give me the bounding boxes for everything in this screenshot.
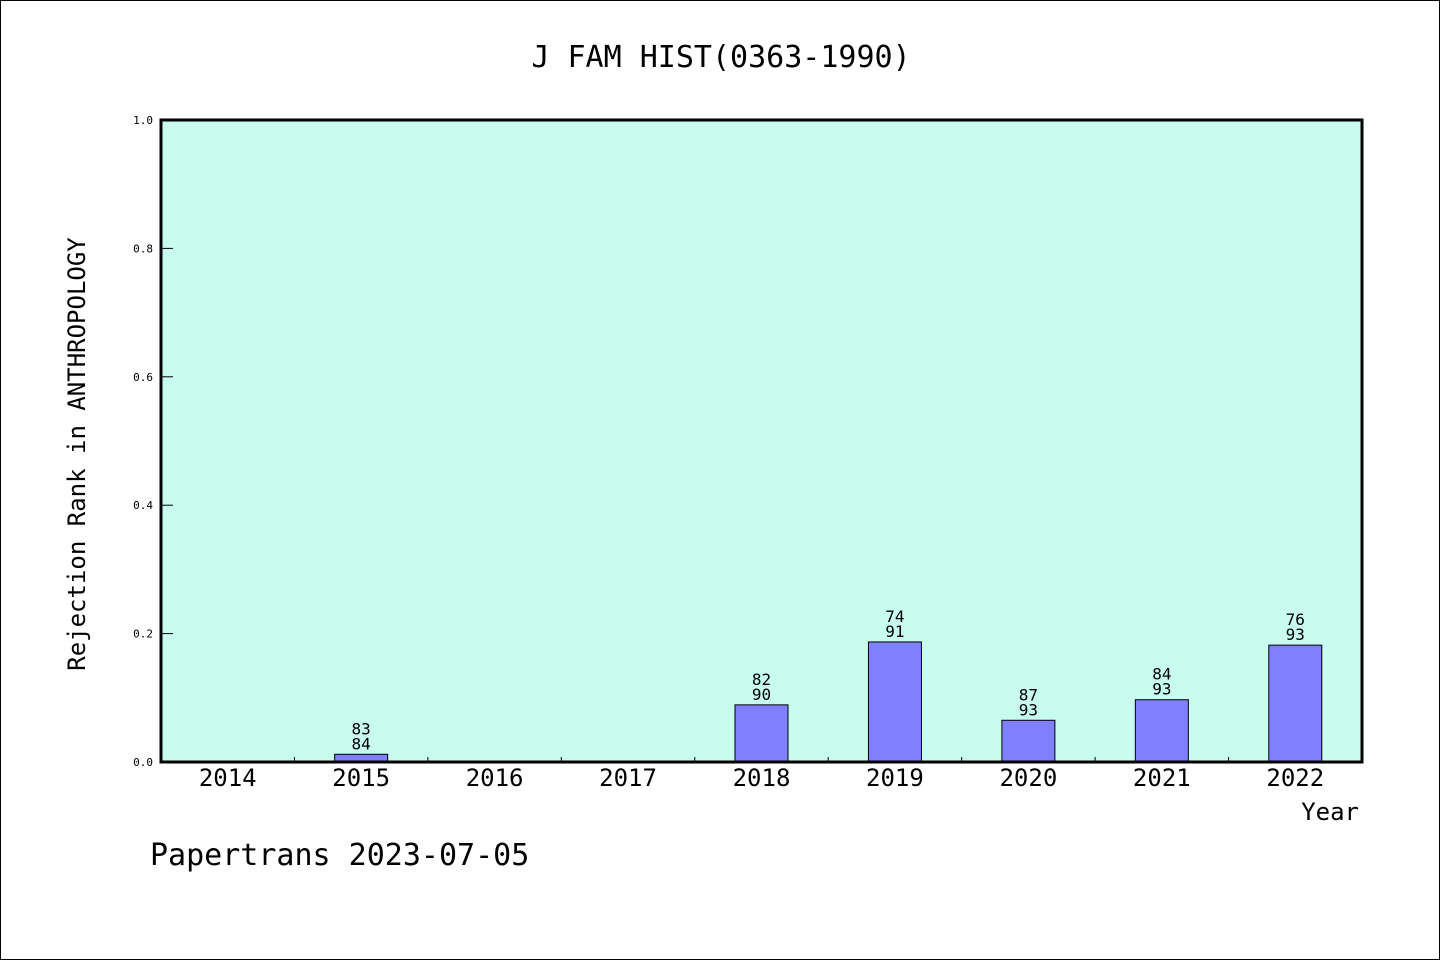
bar-label-bottom: 91 xyxy=(885,622,904,641)
bar-2021 xyxy=(1134,699,1189,763)
plot-border xyxy=(159,118,1364,764)
y-tick-label: 0.0 xyxy=(133,756,153,769)
x-tick-label: 2019 xyxy=(866,764,924,792)
bar-label-bottom: 84 xyxy=(352,734,371,753)
x-tick-label: 2020 xyxy=(999,764,1057,792)
bar-label-bottom: 93 xyxy=(1019,700,1038,719)
y-tick-label: 0.6 xyxy=(133,371,153,384)
x-tick-label: 2017 xyxy=(599,764,657,792)
x-tick-label: 2016 xyxy=(466,764,524,792)
y-axis-ticks: 0.0 0.2 0.4 0.6 0.8 1.0 xyxy=(133,114,173,769)
y-tick-label: 1.0 xyxy=(133,114,153,127)
x-axis-ticks: 2014 2015 2016 2017 2018 2019 2020 2021 2022 xyxy=(199,757,1324,792)
bar-2019 xyxy=(867,641,922,763)
x-tick-label: 2015 xyxy=(332,764,390,792)
bar-label-top: 82 xyxy=(752,670,771,689)
bar-label-top: 84 xyxy=(1152,665,1171,684)
footer-credit: Papertrans 2023-07-05 xyxy=(150,838,529,873)
bar-2022 xyxy=(1268,644,1323,763)
x-tick-label: 2022 xyxy=(1266,764,1324,792)
bar-label-top: 83 xyxy=(352,719,371,738)
x-tick-label: 2021 xyxy=(1133,764,1191,792)
bar-label-top: 87 xyxy=(1019,685,1038,704)
bar-label-bottom: 93 xyxy=(1152,680,1171,699)
bar-2018 xyxy=(734,704,789,763)
bar-label-bottom: 93 xyxy=(1286,625,1305,644)
plot-area xyxy=(161,120,1362,762)
y-axis-label: Rejection Rank in ANTHROPOLOGY xyxy=(63,237,91,671)
y-tick-label: 0.4 xyxy=(133,499,153,512)
x-tick-label: 2018 xyxy=(733,764,791,792)
bar-label-bottom: 90 xyxy=(752,685,771,704)
y-tick-label: 0.2 xyxy=(133,628,153,641)
bar-label-top: 76 xyxy=(1286,610,1305,629)
x-tick-label: 2014 xyxy=(199,764,257,792)
chart-title: J FAM HIST(0363-1990) xyxy=(531,40,910,75)
y-tick-label: 0.8 xyxy=(133,242,153,255)
x-axis-label: Year xyxy=(1301,798,1359,826)
bar-2020 xyxy=(1001,719,1056,763)
bar-label-top: 74 xyxy=(885,607,904,626)
